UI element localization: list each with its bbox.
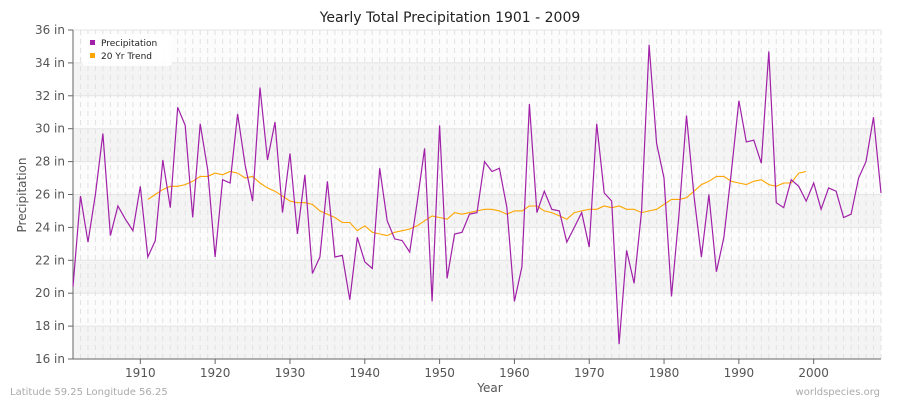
x-tick-label: 1930: [275, 366, 306, 380]
x-tick-label: 2000: [798, 366, 829, 380]
legend-label-precipitation: Precipitation: [101, 39, 157, 49]
y-tick-label: 32 in: [35, 89, 65, 103]
y-tick-label: 22 in: [35, 253, 65, 267]
x-tick-label: 1980: [649, 366, 680, 380]
legend-swatch-precipitation: [90, 40, 95, 45]
y-tick-label: 30 in: [35, 122, 65, 136]
x-tick-label: 1940: [350, 366, 381, 380]
x-tick-label: 1950: [424, 366, 455, 380]
y-tick-label: 28 in: [35, 155, 65, 169]
footer-site: worldspecies.org: [796, 387, 880, 398]
y-tick-label: 24 in: [35, 220, 65, 234]
x-tick-label: 1990: [724, 366, 755, 380]
y-tick-label: 16 in: [35, 352, 65, 366]
x-tick-label: 1970: [574, 366, 605, 380]
legend: Precipitation 20 Yr Trend: [82, 34, 172, 66]
y-tick-label: 34 in: [35, 56, 65, 70]
footer-location: Latitude 59.25 Longitude 56.25: [10, 387, 168, 398]
y-axis-label: Precipitation: [15, 157, 29, 232]
legend-label-trend: 20 Yr Trend: [101, 52, 152, 62]
x-tick-label: 1960: [499, 366, 530, 380]
y-tick-label: 20 in: [35, 286, 65, 300]
legend-swatch-trend: [90, 53, 95, 58]
chart-title: Yearly Total Precipitation 1901 - 2009: [319, 10, 581, 26]
series-line-precipitation: [72, 44, 882, 345]
y-tick-label: 26 in: [35, 188, 65, 202]
x-tick-label: 1920: [200, 366, 231, 380]
y-tick-label: 18 in: [35, 319, 65, 333]
x-tick-label: 1910: [125, 366, 156, 380]
y-tick-label: 36 in: [35, 23, 65, 37]
x-axis-label: Year: [476, 381, 502, 395]
